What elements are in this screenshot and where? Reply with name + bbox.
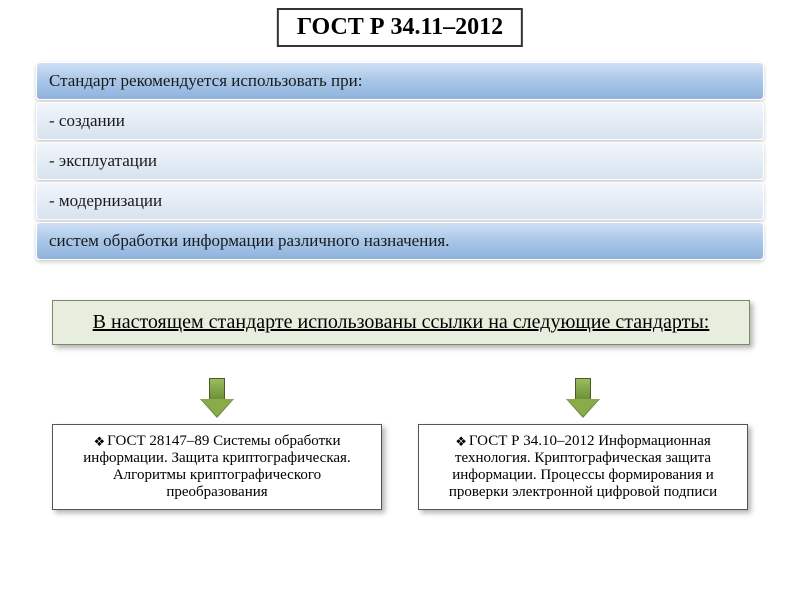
gost-left-text: ГОСТ 28147–89 Системы обработки информац… bbox=[83, 433, 350, 500]
gost-reference-left: ❖ГОСТ 28147–89 Системы обработки информа… bbox=[52, 424, 382, 510]
arrow-down-icon bbox=[566, 378, 600, 418]
gost-right-text: ГОСТ Р 34.10–2012 Информационная техноло… bbox=[449, 433, 717, 500]
gost-reference-right: ❖ГОСТ Р 34.10–2012 Информационная технол… bbox=[418, 424, 748, 510]
usage-row: - создании bbox=[36, 102, 764, 140]
usage-row: - эксплуатации bbox=[36, 142, 764, 180]
usage-footer: систем обработки информации различного н… bbox=[36, 222, 764, 260]
arrow-down-icon bbox=[200, 378, 234, 418]
bullet-icon: ❖ bbox=[455, 434, 467, 449]
page-title: ГОСТ Р 34.11–2012 bbox=[277, 8, 523, 47]
bullet-icon: ❖ bbox=[94, 434, 106, 449]
usage-header: Стандарт рекомендуется использовать при: bbox=[36, 62, 764, 100]
usage-row: - модернизации bbox=[36, 182, 764, 220]
references-title: В настоящем стандарте использованы ссылк… bbox=[52, 300, 750, 345]
